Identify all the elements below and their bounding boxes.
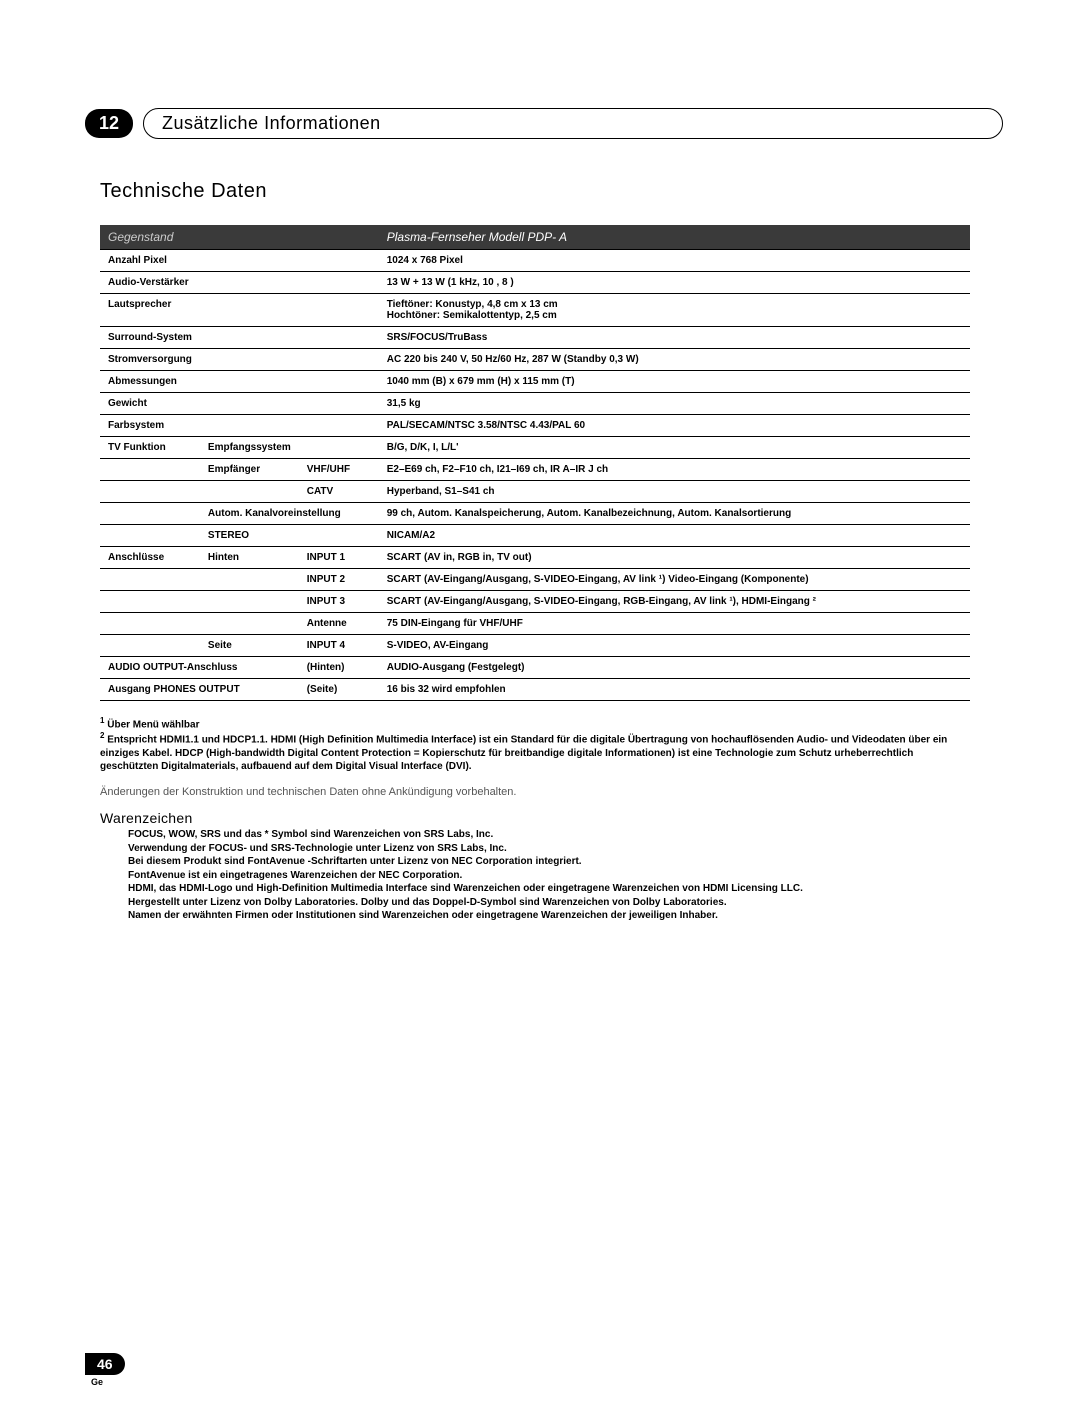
- chapter-number-badge: 12: [85, 109, 133, 138]
- table-row: LautsprecherTieftöner: Konustyp, 4,8 cm …: [100, 294, 970, 327]
- trademark-line: Verwendung der FOCUS- und SRS-Technologi…: [128, 842, 970, 856]
- table-row: Anzahl Pixel1024 x 768 Pixel: [100, 250, 970, 272]
- page-lang: Ge: [91, 1377, 125, 1387]
- table-row: INPUT 2SCART (AV-Eingang/Ausgang, S-VIDE…: [100, 569, 970, 591]
- trademark-line: FOCUS, WOW, SRS und das * Symbol sind Wa…: [128, 828, 970, 842]
- table-header-row: Gegenstand Plasma-Fernseher Modell PDP- …: [100, 225, 970, 250]
- table-row: Autom. Kanalvoreinstellung99 ch, Autom. …: [100, 503, 970, 525]
- table-row: STEREONICAM/A2: [100, 525, 970, 547]
- table-row: CATVHyperband, S1–S41 ch: [100, 481, 970, 503]
- chapter-header: 12 Zusätzliche Informationen: [85, 108, 1003, 139]
- table-row: SeiteINPUT 4S-VIDEO, AV-Eingang: [100, 635, 970, 657]
- table-row: Surround-SystemSRS/FOCUS/TruBass: [100, 327, 970, 349]
- table-row: Ausgang PHONES OUTPUT(Seite)16 bis 32 wi…: [100, 679, 970, 701]
- table-row: Antenne75 DIN-Eingang für VHF/UHF: [100, 613, 970, 635]
- page-number: 46: [85, 1353, 125, 1375]
- table-row: TV FunktionEmpfangssystemB/G, D/K, I, L/…: [100, 437, 970, 459]
- chapter-title: Zusätzliche Informationen: [143, 108, 1003, 139]
- table-row: INPUT 3SCART (AV-Eingang/Ausgang, S-VIDE…: [100, 591, 970, 613]
- table-row: AUDIO OUTPUT-Anschluss(Hinten)AUDIO-Ausg…: [100, 657, 970, 679]
- table-row: EmpfängerVHF/UHFE2–E69 ch, F2–F10 ch, I2…: [100, 459, 970, 481]
- footnote-1: Über Menü wählbar: [107, 719, 199, 730]
- trademark-line: HDMI, das HDMI-Logo und High-Definition …: [128, 882, 970, 896]
- header-left: Gegenstand: [100, 225, 379, 250]
- trademark-title: Warenzeichen: [100, 810, 193, 826]
- trademark-body: FOCUS, WOW, SRS und das * Symbol sind Wa…: [128, 828, 970, 923]
- table-row: Abmessungen1040 mm (B) x 679 mm (H) x 11…: [100, 371, 970, 393]
- section-title: Technische Daten: [100, 180, 267, 203]
- trademark-line: Namen der erwähnten Firmen oder Institut…: [128, 909, 970, 923]
- page-footer: 46 Ge: [85, 1353, 125, 1387]
- header-right: Plasma-Fernseher Modell PDP- A: [379, 225, 970, 250]
- trademark-line: FontAvenue ist ein eingetragenes Warenze…: [128, 869, 970, 883]
- spec-table: Gegenstand Plasma-Fernseher Modell PDP- …: [100, 225, 970, 701]
- footnote-2: Entspricht HDMI1.1 und HDCP1.1. HDMI (Hi…: [100, 735, 947, 772]
- trademark-line: Bei diesem Produkt sind FontAvenue -Schr…: [128, 855, 970, 869]
- table-row: StromversorgungAC 220 bis 240 V, 50 Hz/6…: [100, 349, 970, 371]
- change-note: Änderungen der Konstruktion und technisc…: [100, 786, 516, 798]
- table-row: Gewicht31,5 kg: [100, 393, 970, 415]
- table-row: FarbsystemPAL/SECAM/NTSC 3.58/NTSC 4.43/…: [100, 415, 970, 437]
- footnotes: 1 Über Menü wählbar 2 Entspricht HDMI1.1…: [100, 716, 970, 773]
- table-row: AnschlüsseHintenINPUT 1SCART (AV in, RGB…: [100, 547, 970, 569]
- trademark-line: Hergestellt unter Lizenz von Dolby Labor…: [128, 896, 970, 910]
- table-row: Audio-Verstärker13 W + 13 W (1 kHz, 10 ,…: [100, 272, 970, 294]
